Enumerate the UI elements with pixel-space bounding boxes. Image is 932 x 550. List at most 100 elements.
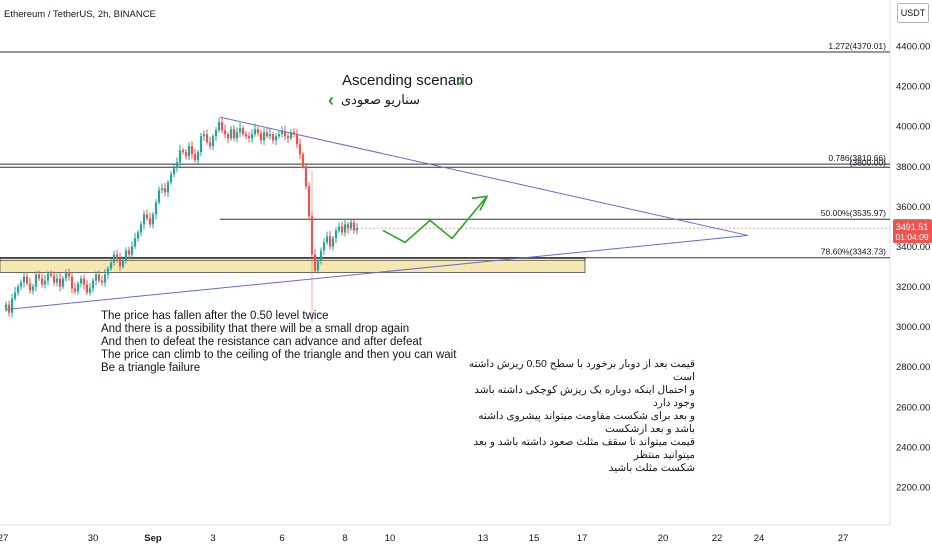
candle-body [322, 242, 326, 251]
y-tick-label: 2200.00 [896, 483, 930, 494]
candle-body [37, 274, 41, 279]
candle-body [262, 132, 266, 141]
candle-body [55, 278, 59, 283]
candle-body [289, 132, 293, 139]
candle-body [256, 129, 260, 134]
candle-body [151, 214, 155, 225]
candle-body [94, 274, 98, 281]
currency-button[interactable]: USDT [897, 3, 929, 23]
note-line: و احتمال اینکه دوباره یک ریزش کوچکی داشت… [474, 384, 695, 409]
candle-body [142, 214, 146, 225]
y-tick-label: 4400.00 [896, 42, 930, 53]
triangle-upper-line [219, 116, 749, 236]
candle-body [49, 273, 53, 276]
x-tick-label: 22 [712, 533, 723, 544]
candle-body [313, 254, 317, 271]
candle-body [226, 134, 230, 139]
candle-body [331, 238, 335, 247]
candle-body [64, 272, 68, 279]
candle-body [13, 292, 17, 299]
candle-body [298, 144, 302, 155]
fib-level-label: 0.786(3810.66) [828, 153, 886, 163]
candle-body [352, 222, 356, 231]
candle-body [283, 131, 287, 137]
note-line: شکست مثلث باشید [608, 462, 695, 474]
chart-grid [0, 0, 891, 526]
x-tick-label: 15 [529, 533, 540, 544]
note-line: And there is a possibility that there wi… [101, 323, 410, 335]
candle-body [133, 238, 137, 247]
candle-body [40, 278, 44, 285]
candle-body [136, 232, 140, 239]
candle-body [79, 278, 83, 284]
y-tick-label: 3200.00 [896, 282, 930, 293]
note-line: The price has fallen after the 0.50 leve… [101, 310, 329, 322]
note-line: The price can climb to the ceiling of th… [101, 349, 457, 361]
scenario-title: Ascending scenario [342, 72, 473, 89]
y-tick-label: 2800.00 [896, 362, 930, 373]
candle-body [271, 134, 275, 141]
x-tick-label: 3 [210, 533, 215, 544]
candle-body [184, 152, 188, 157]
candle-body [25, 276, 29, 284]
candle-body [22, 276, 26, 283]
candle-body [148, 218, 152, 225]
candle-body [109, 262, 113, 269]
x-tick-label: 6 [279, 533, 284, 544]
candle-body [130, 246, 134, 255]
last-price-label: 3491.51 [896, 222, 929, 232]
candle-body [163, 188, 167, 193]
y-tick-label: 3000.00 [896, 322, 930, 333]
triangle-pattern [4, 116, 749, 311]
arrow-head-icon [471, 195, 489, 211]
candle-body [52, 275, 56, 283]
candle-body [160, 188, 164, 191]
price-axis[interactable]: 2200.00 2400.00 2600.00 2800.00 3000.00 3200.… [893, 42, 932, 494]
candle-body [340, 226, 344, 233]
time-axis[interactable]: 27 30 Sep 3 6 8 10 13 15 17 20 22 24 27 [0, 533, 848, 544]
candle-body [166, 182, 170, 193]
candle-body [241, 128, 245, 135]
candle-body [67, 272, 71, 277]
candle-body [31, 286, 35, 291]
candle-body [115, 254, 119, 259]
x-tick-label: 30 [88, 533, 99, 544]
candle-body [154, 202, 158, 215]
candle-body [337, 226, 341, 231]
chevron-left-icon: ‹ [328, 90, 334, 110]
fib-level-label: 1.272(4370.01) [828, 41, 886, 51]
note-line: And then to defeat the resistance can ad… [101, 336, 422, 348]
fib-level-label: 78.60%(3343.73) [821, 247, 886, 257]
candle-body [214, 130, 218, 137]
y-tick-label: 4000.00 [896, 122, 930, 133]
candle-body [46, 273, 50, 281]
candle-body [307, 186, 311, 217]
candle-body [112, 254, 116, 263]
x-tick-label: 17 [577, 533, 588, 544]
candle-body [259, 133, 263, 141]
scenario-path [382, 195, 488, 244]
candle-body [76, 283, 80, 292]
x-tick-label: 27 [838, 533, 849, 544]
candle-body [295, 134, 299, 145]
candle-body [7, 304, 11, 313]
y-tick-label: 2400.00 [896, 442, 930, 453]
candle-body [103, 274, 107, 283]
scenario-arrow [382, 195, 489, 244]
y-tick-label: 3600.00 [896, 202, 930, 213]
chevron-right-icon: › [458, 70, 464, 90]
candle-body [202, 134, 206, 137]
candle-body [58, 278, 62, 287]
candle-body [73, 288, 77, 292]
x-tick-label: 27 [0, 533, 8, 544]
candle-body [169, 174, 173, 183]
candle-body [121, 260, 125, 267]
candle-body [28, 283, 32, 291]
candle-body [319, 250, 323, 261]
candle-body [181, 150, 185, 153]
candle-body [346, 224, 350, 229]
candle-body [355, 228, 359, 231]
candle-body [223, 130, 227, 135]
fib-levels: 1.272(4370.01) 0.786(3810.66)(3800.00) 50.… [0, 41, 890, 259]
